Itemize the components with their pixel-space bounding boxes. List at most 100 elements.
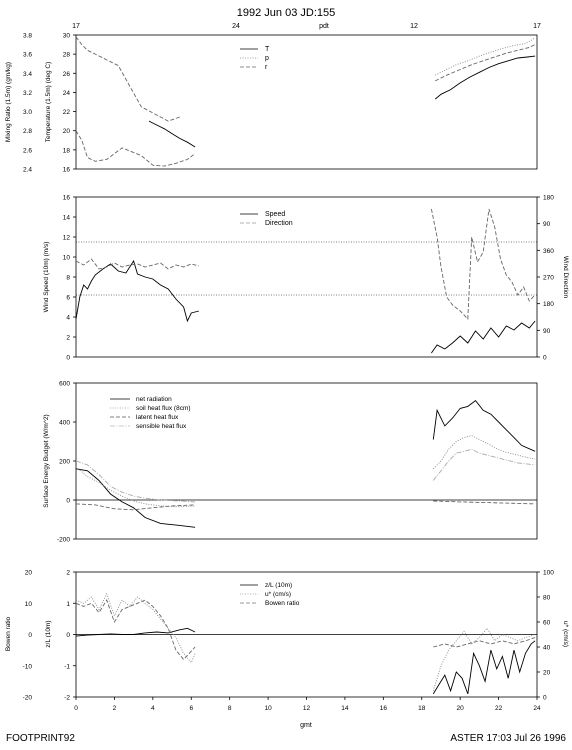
top-tick-24: 24	[232, 23, 240, 30]
legend-soil-heat-flux: soil heat flux (8cm)	[136, 405, 191, 412]
ytick-label: 16	[63, 195, 71, 202]
y2tick-label: -10	[23, 663, 33, 670]
xtick-label: 12	[303, 705, 311, 712]
panel-wind-reference-lines	[76, 241, 537, 296]
panel-stability-ylabel2: Bowen ratio	[5, 616, 12, 651]
series-line-net-radiation	[75, 468, 196, 528]
legend-r: r	[265, 64, 268, 71]
panel-wind-series	[75, 208, 536, 354]
top-tick-17a: 17	[72, 23, 80, 30]
xtick-label: 16	[380, 705, 388, 712]
ytick-label: 600	[59, 381, 70, 388]
series-line-t	[434, 55, 536, 100]
top-axis: 17 24 pdt 12 17	[72, 23, 541, 30]
series-line-latent-heat-flux	[75, 503, 196, 511]
ytick-label: 26	[63, 71, 71, 78]
series-line-direction	[430, 208, 536, 321]
legend-p: p	[265, 55, 269, 62]
y2tick-label: 90	[543, 221, 551, 228]
series-line-net-radiation	[432, 399, 536, 452]
top-tick-17b: 17	[533, 23, 541, 30]
series-line-r	[435, 44, 536, 82]
ytick-label: 28	[63, 52, 71, 59]
panel-temperature-ylabel: Temperature (1.5m) (deg C)	[45, 62, 52, 143]
y2tick-label: 3.4	[23, 71, 32, 78]
ytick-label: -2	[64, 695, 70, 702]
footer-right: ASTER 17:03 Jul 26 1996	[450, 733, 566, 744]
series-line-sensible-heat-flux	[432, 448, 536, 481]
panel-temperature-ylabel2: Mixing Ratio (1.5m) (gm/kg)	[5, 62, 12, 142]
panel-energy-ylabel: Surface Energy Budget (W/m^2)	[43, 414, 50, 507]
panel-energy-legend: net radiation soil heat flux (8cm) laten…	[110, 396, 191, 430]
y3tick-label: 20	[543, 670, 551, 677]
series-line-z-l-10m-	[75, 627, 196, 637]
panel-temperature-series	[75, 36, 536, 167]
ytick-label: 12	[63, 235, 71, 242]
ytick-label: 18	[63, 147, 71, 154]
xtick-label: 10	[264, 705, 272, 712]
ytick-label: 10	[63, 255, 71, 262]
y2tick-label: 2.6	[23, 147, 32, 154]
ytick-label: 6	[66, 295, 70, 302]
xtick-label: 0	[74, 705, 78, 712]
ytick-label: 200	[59, 459, 70, 466]
ytick-label: 4	[66, 315, 70, 322]
ytick-label: 2	[66, 335, 70, 342]
panel-wind-ylabel-right: Wind Direction	[562, 256, 569, 299]
ytick-label: 0	[66, 498, 70, 505]
xtick-label: 6	[189, 705, 193, 712]
panel-temperature: Temperature (1.5m) (deg C) Mixing Ratio …	[5, 33, 538, 174]
legend-zL: z/L (10m)	[265, 582, 292, 589]
y3tick-label: 100	[543, 570, 554, 577]
panel-wind: Wind Speed (10m) (m/s) Wind Direction 0 2…	[43, 195, 569, 362]
y2tick-label: -20	[23, 695, 33, 702]
xtick-label: 14	[341, 705, 349, 712]
panel-stability-y3ticks: 0 20 40 60 80 100	[537, 570, 554, 702]
y3tick-label: 80	[543, 595, 551, 602]
legend-net-radiation: net radiation	[136, 396, 172, 403]
panel-wind-ylabel: Wind Speed (10m) (m/s)	[43, 242, 50, 313]
footer-left: FOOTPRINT92	[6, 733, 75, 744]
y2tick-label: 20	[25, 570, 33, 577]
x-axis-label: gmt	[300, 722, 312, 729]
y2tick-label: 90	[543, 328, 551, 335]
panel-stability-ylabel: z/L (10m)	[45, 620, 52, 647]
ytick-label: -1	[64, 663, 70, 670]
series-line-p	[434, 37, 536, 76]
series-line-direction	[75, 258, 200, 270]
y2tick-label: 3.8	[23, 33, 32, 40]
panel-energy-series	[75, 399, 536, 528]
series-line-speed	[75, 259, 200, 323]
legend-speed: Speed	[265, 211, 285, 218]
panel-temperature-yticks: 16 18 20 22 24 26 28 30	[63, 33, 76, 174]
y2tick-label: 2.8	[23, 128, 32, 135]
y2tick-label: 3.6	[23, 52, 32, 59]
ytick-label: 1	[66, 601, 70, 608]
legend-T: T	[265, 46, 270, 53]
y2tick-label: 180	[543, 301, 554, 308]
legend-bowen: Bowen ratio	[265, 600, 300, 607]
xtick-label: 22	[495, 705, 503, 712]
ytick-label: 22	[63, 109, 71, 116]
xtick-label: 8	[228, 705, 232, 712]
y2tick-label: 0	[543, 355, 547, 362]
panel-wind-legend: Speed Direction	[240, 211, 293, 227]
y3tick-label: 0	[543, 695, 547, 702]
y3tick-label: 40	[543, 645, 551, 652]
series-line-latent-heat-flux	[433, 500, 536, 505]
y2tick-label: 3.2	[23, 90, 32, 97]
y2tick-label: 0	[28, 632, 32, 639]
y2tick-label: 180	[543, 195, 554, 202]
xtick-label: 18	[418, 705, 426, 712]
ytick-label: 30	[63, 33, 71, 40]
panel-stability-xticks: 0 2 4 6 8 10 12 14 16 18 20 22 24	[74, 697, 541, 712]
panel-temperature-frame	[75, 34, 538, 170]
series-line-u-cm-s-	[432, 627, 536, 691]
series-line-bowen-ratio	[75, 599, 196, 661]
ytick-label: 20	[63, 128, 71, 135]
ytick-label: 16	[63, 167, 71, 174]
ytick-label: 24	[63, 90, 71, 97]
xtick-label: 2	[113, 705, 117, 712]
figure-title: 1992 Jun 03 JD:155	[237, 7, 335, 19]
